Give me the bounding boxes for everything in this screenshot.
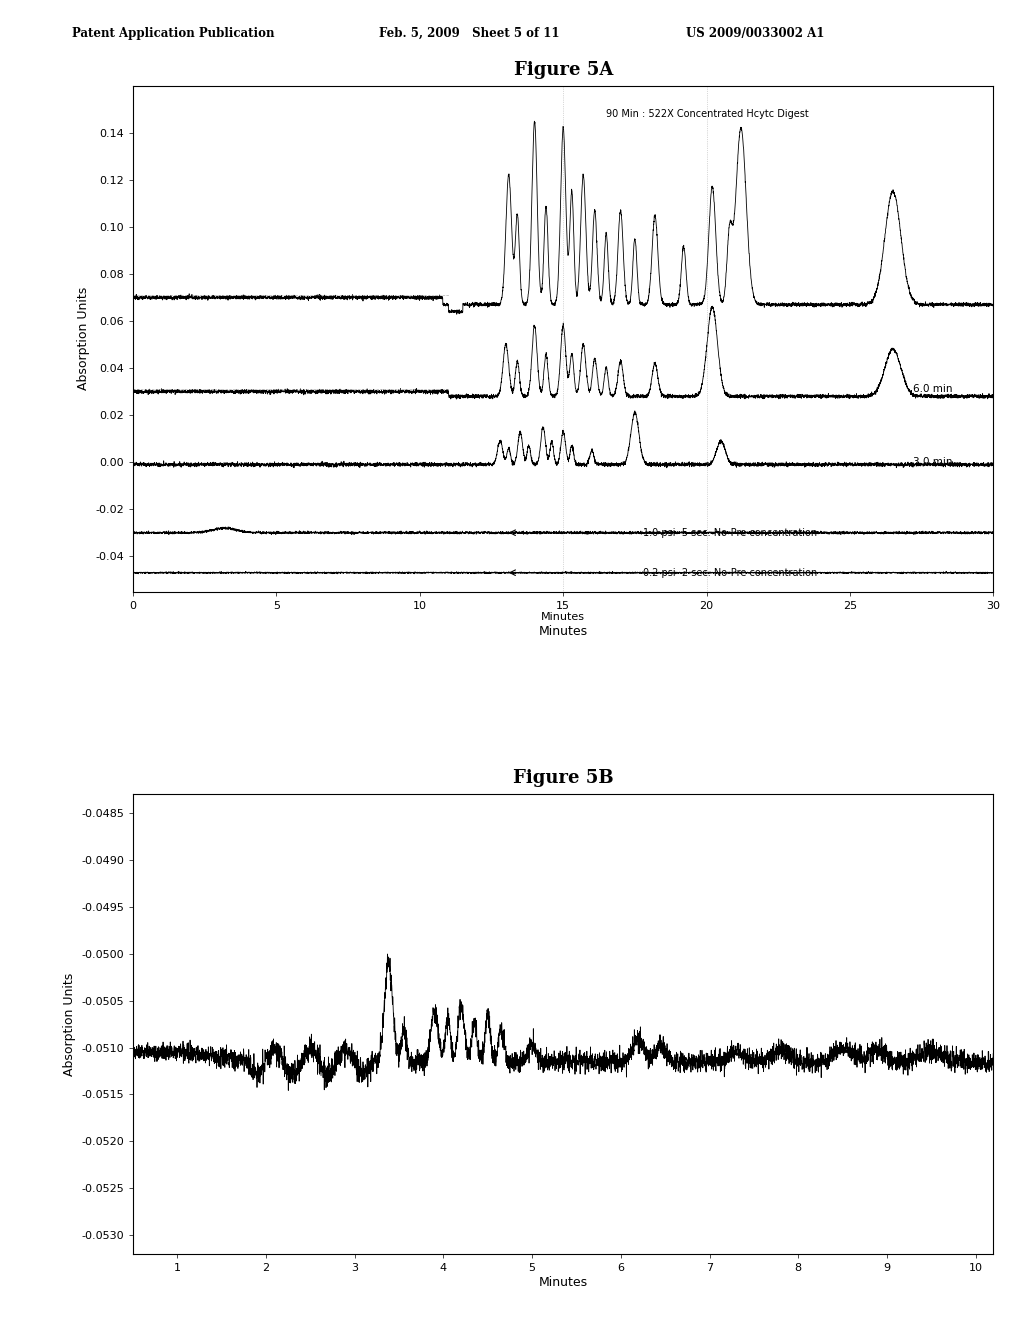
Text: 0.2 psi  2 sec. No-Pre concentration: 0.2 psi 2 sec. No-Pre concentration [643, 568, 818, 578]
X-axis label: Minutes: Minutes [539, 1276, 588, 1288]
Text: US 2009/0033002 A1: US 2009/0033002 A1 [686, 26, 824, 40]
X-axis label: Minutes: Minutes [539, 624, 588, 638]
Text: Feb. 5, 2009   Sheet 5 of 11: Feb. 5, 2009 Sheet 5 of 11 [379, 26, 559, 40]
Title: Figure 5B: Figure 5B [513, 770, 613, 787]
Y-axis label: Absorption Units: Absorption Units [77, 286, 90, 391]
Title: Figure 5A: Figure 5A [513, 61, 613, 79]
Text: 3.0 min: 3.0 min [913, 457, 952, 467]
Text: Patent Application Publication: Patent Application Publication [72, 26, 274, 40]
Text: 6.0 min: 6.0 min [913, 384, 952, 395]
Text: 90 Min : 522X Concentrated Hcytc Digest: 90 Min : 522X Concentrated Hcytc Digest [606, 110, 809, 119]
Y-axis label: Absorption Units: Absorption Units [62, 973, 76, 1076]
Text: 1.0 psi  5 sec. No-Pre concentration: 1.0 psi 5 sec. No-Pre concentration [643, 528, 817, 537]
